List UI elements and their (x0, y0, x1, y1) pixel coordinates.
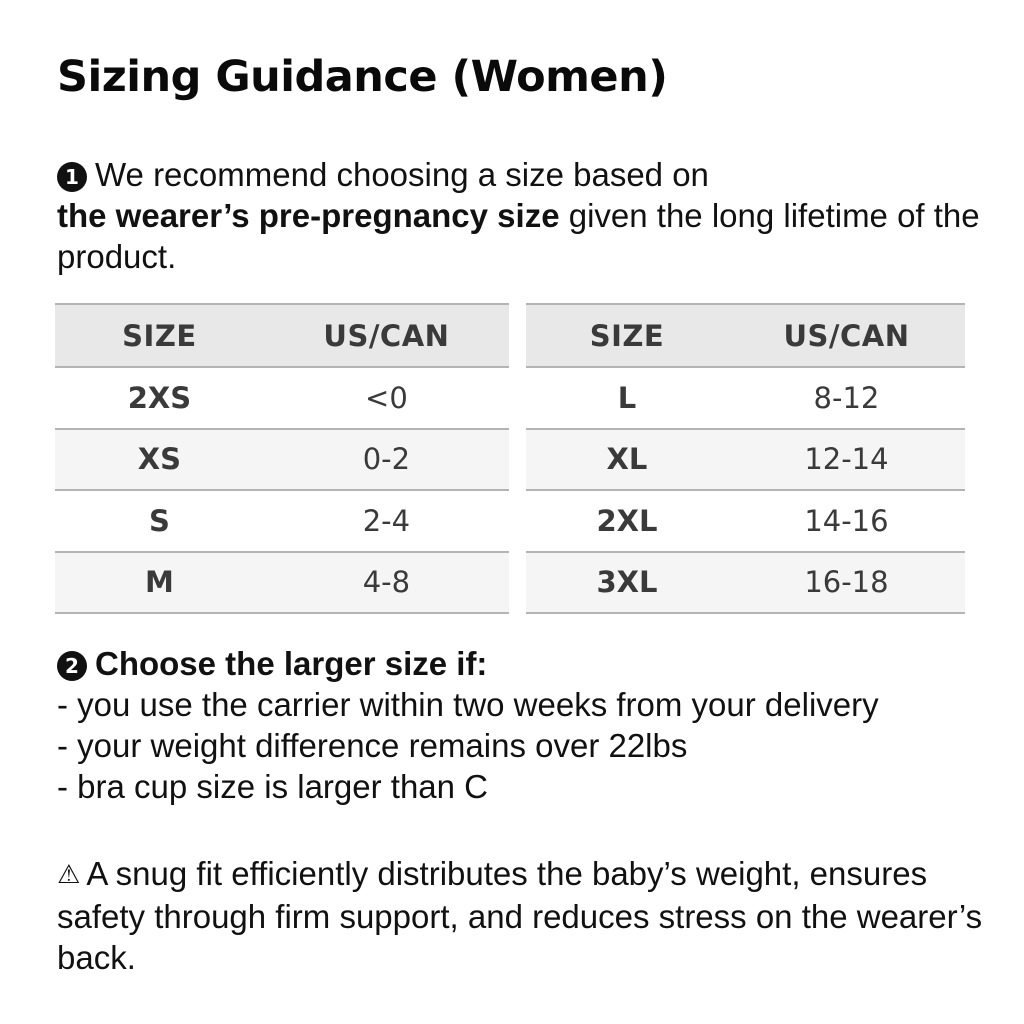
warning-note: ⚠ A snug fit efficiently distributes the … (57, 853, 987, 978)
larger-size-heading: 2 Choose the larger size if: (57, 643, 987, 684)
header-us-can: US/CAN (783, 318, 910, 353)
table-row: M 4-8 (55, 552, 509, 614)
size-cell: M (144, 565, 174, 600)
page-title: Sizing Guidance (Women) (57, 52, 668, 102)
us-can-cell: 2-4 (362, 503, 411, 538)
us-can-cell: 4-8 (362, 565, 411, 600)
size-cell: XS (137, 442, 182, 477)
table-header-row: SIZE US/CAN (55, 303, 509, 368)
size-table-right: SIZE US/CAN L 8-12 XL 12-14 2XL 14-16 3X… (526, 303, 965, 614)
list-item: - you use the carrier within two weeks f… (57, 686, 879, 723)
warning-text: A snug fit efficiently distributes the b… (57, 855, 983, 976)
table-header-row: SIZE US/CAN (526, 303, 965, 368)
header-us-can: US/CAN (323, 318, 450, 353)
size-cell: 3XL (596, 565, 658, 600)
table-row: 2XS <0 (55, 368, 509, 430)
size-cell: XL (606, 442, 648, 477)
size-table-left: SIZE US/CAN 2XS <0 XS 0-2 S 2-4 M 4-8 (55, 303, 509, 614)
recommendation-text-end: given the long lifetime of the product. (57, 197, 980, 275)
recommendation-emphasis: the wearer’s pre-pregnancy size (57, 197, 560, 234)
larger-size-section: 2 Choose the larger size if: - you use th… (57, 643, 987, 807)
table-row: 3XL 16-18 (526, 552, 965, 614)
recommendation-text-start: We recommend choosing a size based on (95, 156, 709, 193)
number-one-badge-icon: 1 (57, 162, 87, 192)
us-can-cell: 0-2 (362, 442, 411, 477)
warning-triangle-icon: ⚠ (57, 860, 81, 890)
size-cell: 2XL (596, 503, 658, 538)
us-can-cell: 14-16 (804, 503, 889, 538)
size-cell: L (617, 380, 637, 415)
size-cell: 2XS (127, 380, 192, 415)
table-row: XL 12-14 (526, 429, 965, 491)
recommendation-paragraph: 1 We recommend choosing a size based on t… (57, 154, 987, 277)
larger-size-heading-text: Choose the larger size if: (95, 645, 488, 682)
table-row: L 8-12 (526, 368, 965, 430)
header-size: SIZE (589, 318, 665, 353)
us-can-cell: 12-14 (804, 442, 889, 477)
header-size: SIZE (122, 318, 197, 353)
size-cell: S (148, 503, 170, 538)
number-two-badge-icon: 2 (57, 651, 87, 681)
us-can-cell: 8-12 (813, 380, 880, 415)
table-row: S 2-4 (55, 491, 509, 553)
us-can-cell: 16-18 (804, 565, 889, 600)
table-row: 2XL 14-16 (526, 491, 965, 553)
list-item: - your weight difference remains over 22… (57, 727, 688, 764)
table-row: XS 0-2 (55, 429, 509, 491)
list-item: - bra cup size is larger than C (57, 768, 489, 805)
us-can-cell: <0 (365, 380, 408, 415)
